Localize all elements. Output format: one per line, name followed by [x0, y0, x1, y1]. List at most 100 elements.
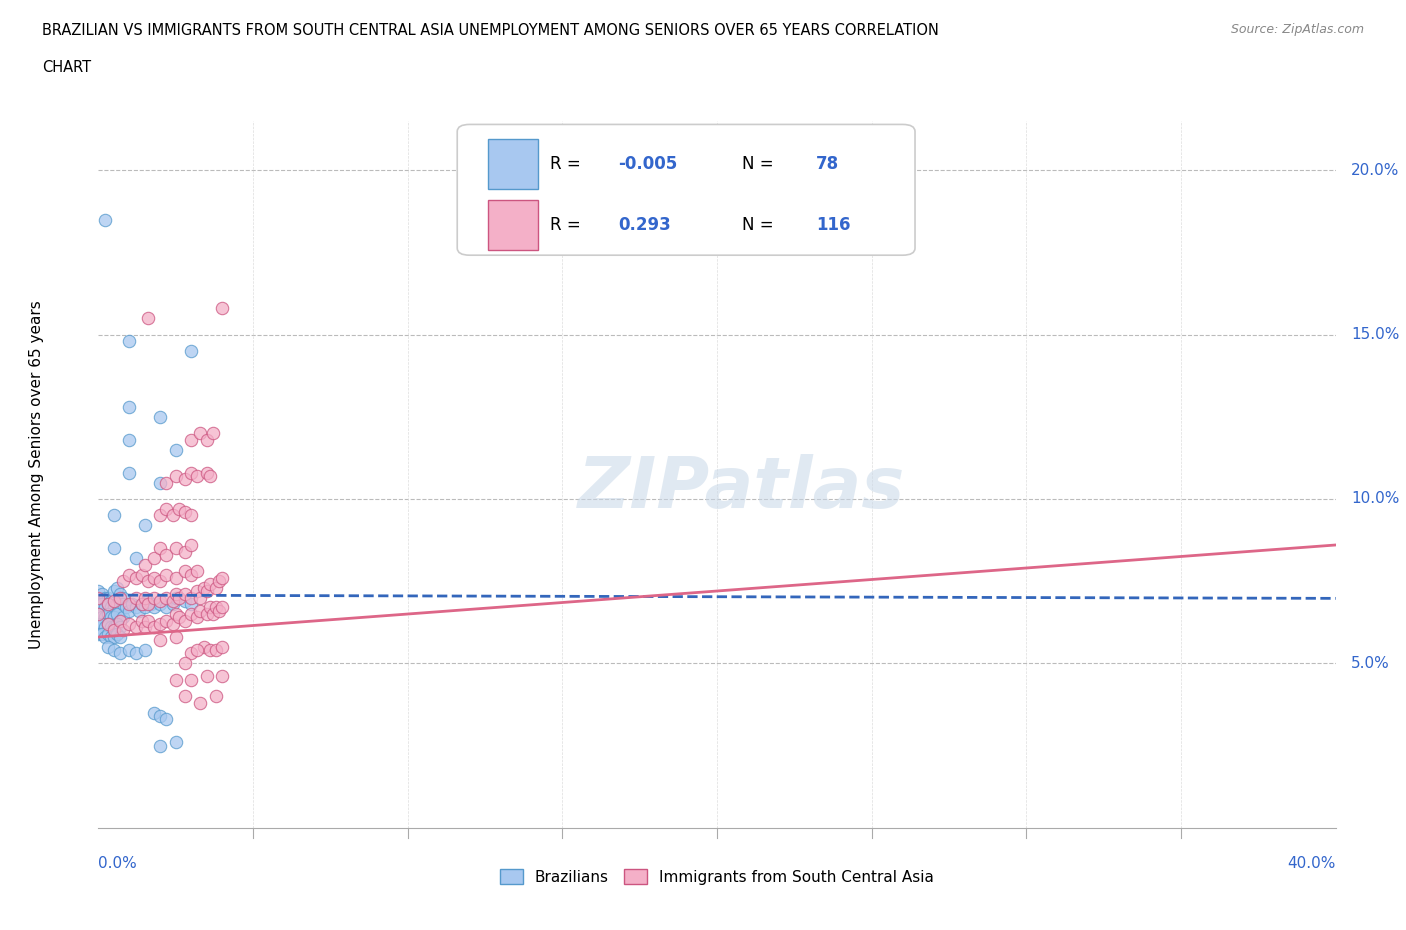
Point — [108, 619, 131, 634]
Point — [149, 541, 172, 556]
Point — [124, 591, 146, 605]
Point — [124, 551, 146, 565]
Text: 0.293: 0.293 — [619, 216, 671, 233]
Point — [180, 591, 202, 605]
Point — [198, 577, 221, 591]
Point — [190, 591, 212, 605]
Point — [143, 600, 166, 615]
Point — [100, 593, 122, 608]
Point — [174, 564, 197, 578]
Point — [165, 541, 187, 556]
Point — [112, 597, 135, 612]
Point — [93, 610, 115, 625]
Point — [103, 541, 125, 556]
Point — [136, 311, 159, 325]
Point — [108, 587, 131, 602]
Point — [195, 606, 218, 621]
Point — [165, 587, 187, 602]
Point — [162, 597, 184, 612]
Point — [174, 505, 197, 520]
Point — [97, 626, 120, 641]
Point — [186, 583, 208, 598]
Point — [90, 617, 112, 631]
Text: BRAZILIAN VS IMMIGRANTS FROM SOUTH CENTRAL ASIA UNEMPLOYMENT AMONG SENIORS OVER : BRAZILIAN VS IMMIGRANTS FROM SOUTH CENTR… — [42, 23, 939, 38]
Point — [103, 600, 125, 615]
Point — [90, 610, 112, 625]
Point — [100, 600, 122, 615]
Text: -0.005: -0.005 — [619, 155, 678, 173]
Text: 78: 78 — [815, 155, 839, 173]
Point — [100, 630, 122, 644]
Point — [180, 465, 202, 480]
Point — [131, 613, 153, 628]
Point — [162, 593, 184, 608]
Point — [112, 591, 135, 605]
Point — [100, 619, 122, 634]
Point — [195, 465, 218, 480]
Point — [93, 619, 115, 634]
Text: R =: R = — [550, 216, 581, 233]
Point — [103, 593, 125, 608]
Point — [193, 640, 215, 655]
Point — [87, 606, 110, 621]
Point — [112, 610, 135, 625]
Point — [149, 409, 172, 424]
Point — [195, 669, 218, 684]
Point — [186, 469, 208, 484]
Text: CHART: CHART — [42, 60, 91, 75]
Point — [136, 597, 159, 612]
Point — [97, 597, 120, 612]
Point — [205, 580, 228, 595]
Point — [174, 544, 197, 559]
Point — [149, 593, 172, 608]
Point — [136, 613, 159, 628]
Point — [186, 610, 208, 625]
Point — [198, 469, 221, 484]
Point — [103, 630, 125, 644]
Point — [93, 630, 115, 644]
Point — [118, 617, 141, 631]
Point — [180, 432, 202, 447]
Point — [165, 570, 187, 585]
Point — [195, 432, 218, 447]
Point — [108, 646, 131, 661]
Point — [134, 518, 156, 533]
Point — [165, 442, 187, 457]
Point — [149, 574, 172, 589]
Point — [143, 570, 166, 585]
Point — [155, 475, 177, 490]
Point — [108, 613, 131, 628]
Point — [136, 593, 159, 608]
Point — [180, 343, 202, 358]
Text: 15.0%: 15.0% — [1351, 327, 1399, 342]
Point — [121, 597, 143, 612]
Point — [211, 600, 233, 615]
Point — [211, 640, 233, 655]
Point — [165, 735, 187, 750]
Point — [149, 597, 172, 612]
Point — [198, 643, 221, 658]
Point — [97, 617, 120, 631]
Point — [134, 600, 156, 615]
Point — [105, 580, 128, 595]
Point — [103, 610, 125, 625]
Point — [155, 567, 177, 582]
Point — [190, 604, 212, 618]
Text: 116: 116 — [815, 216, 851, 233]
Point — [143, 619, 166, 634]
Point — [97, 617, 120, 631]
Point — [174, 593, 197, 608]
Point — [174, 613, 197, 628]
Point — [211, 300, 233, 315]
Point — [211, 570, 233, 585]
FancyBboxPatch shape — [457, 125, 915, 255]
Point — [180, 672, 202, 687]
Point — [136, 574, 159, 589]
Point — [193, 580, 215, 595]
Point — [108, 591, 131, 605]
Point — [155, 600, 177, 615]
Point — [105, 597, 128, 612]
Point — [105, 606, 128, 621]
Point — [131, 597, 153, 612]
Point — [180, 606, 202, 621]
